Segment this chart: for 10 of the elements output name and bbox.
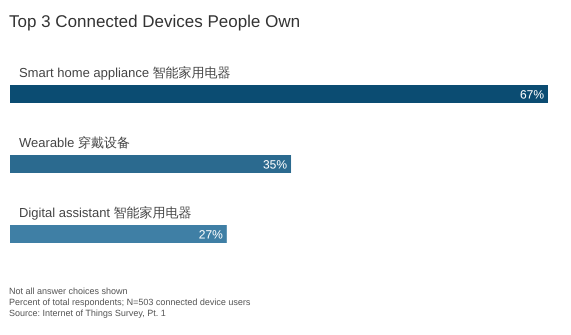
text: Not all answer choices shown xyxy=(9,286,128,296)
chart-title: Top 3 Connected Devices People Own xyxy=(9,12,300,31)
y-tick-label: Digital assistant 智能家用电器 xyxy=(19,205,192,220)
data-label: 27% xyxy=(198,228,224,242)
text: Percent of total respondents; N=503 connected device users xyxy=(9,297,251,307)
data-label: 35% xyxy=(263,158,288,172)
data-label: 67% xyxy=(520,88,544,102)
y-tick-label: Wearable 穿戴设备 xyxy=(19,135,130,150)
y-tick-label: Smart home appliance 智能家用电器 xyxy=(19,65,231,80)
source-note: Source: Internet of Things Survey, Pt. 1 xyxy=(9,308,166,318)
